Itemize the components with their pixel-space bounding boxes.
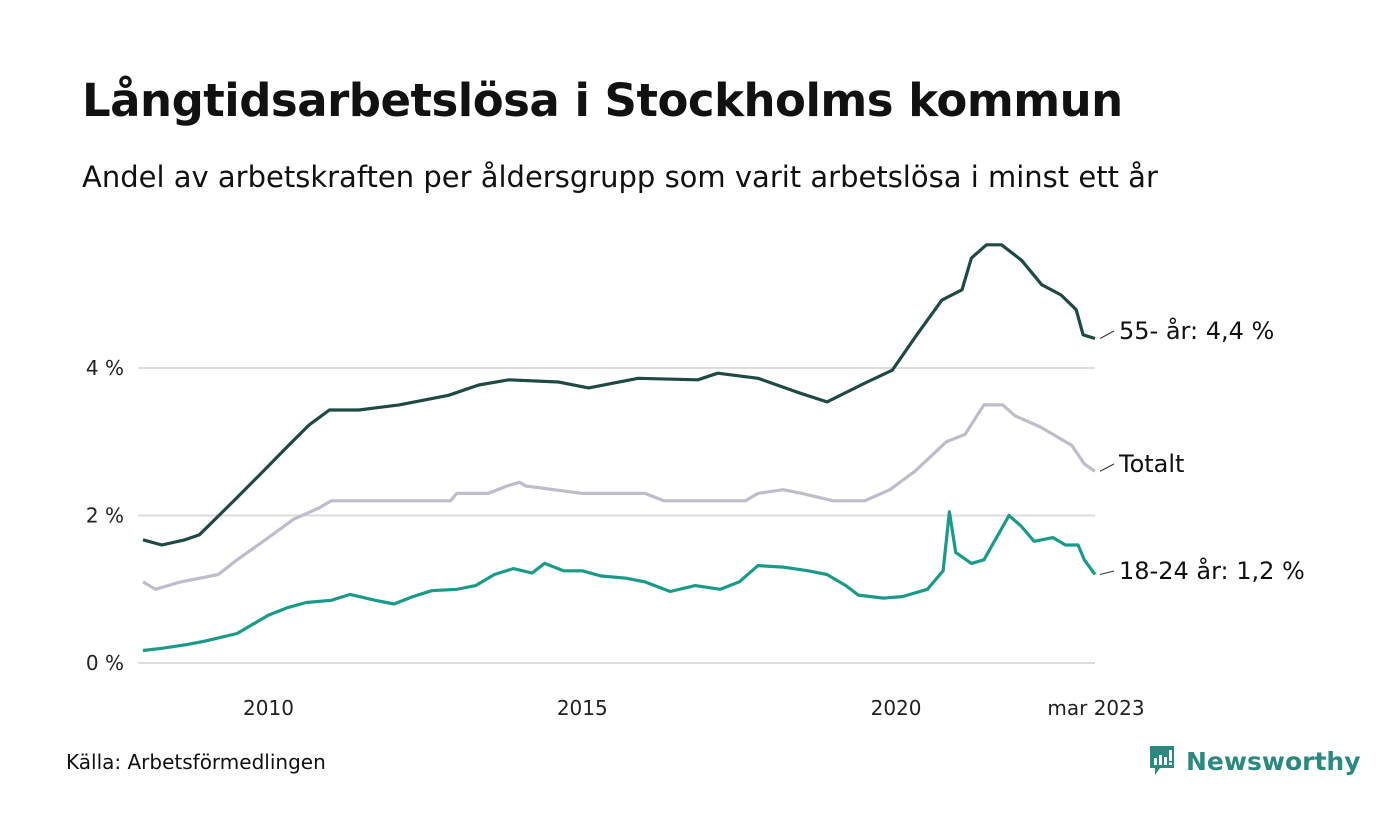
series-end-label: Totalt — [1118, 450, 1184, 478]
x-tick-label: 2020 — [871, 696, 922, 720]
label-connector — [1099, 570, 1115, 575]
x-tick-label: 2010 — [243, 696, 294, 720]
y-tick-label: 2 % — [86, 504, 124, 528]
chart-subtitle: Andel av arbetskraften per åldersgrupp s… — [82, 160, 1158, 194]
label-connector — [1099, 463, 1115, 472]
series-line-55-r — [142, 243, 1096, 547]
series-end-label: 55- år: 4,4 % — [1119, 316, 1274, 345]
newsworthy-logo: Newsworthy — [1148, 744, 1361, 778]
x-tick-label: mar 2023 — [1047, 696, 1144, 720]
series-end-label: 18-24 år: 1,2 % — [1119, 556, 1305, 585]
source-note: Källa: Arbetsförmedlingen — [66, 750, 326, 774]
x-tick-label: 2015 — [557, 696, 608, 720]
series-line-totalt — [142, 403, 1096, 591]
y-tick-label: 4 % — [86, 356, 124, 380]
brand-name: Newsworthy — [1186, 746, 1361, 776]
chart-title: Långtidsarbetslösa i Stockholms kommun — [82, 74, 1123, 127]
y-tick-label: 0 % — [86, 651, 124, 675]
label-connector — [1099, 330, 1115, 339]
series-line-18-24-r — [142, 510, 1097, 653]
newsworthy-logo-icon — [1150, 746, 1174, 775]
